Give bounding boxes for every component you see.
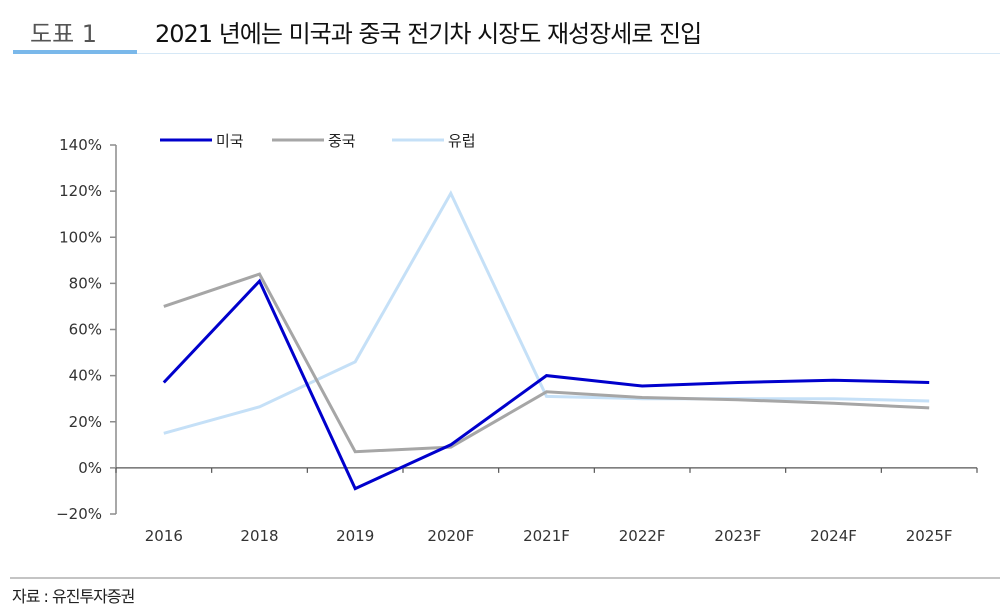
y-tick-label: 0% (78, 459, 102, 477)
chart-title: 2021 년에는 미국과 중국 전기차 시장도 재성장세로 진입 (155, 20, 702, 48)
x-tick-label: 2022F (619, 527, 666, 545)
y-tick-label: 40% (69, 367, 102, 385)
y-tick-label: 20% (69, 413, 102, 431)
y-tick-label: 120% (59, 182, 102, 200)
x-tick-label: 2018 (240, 527, 278, 545)
y-axis: −20% 0% 20% 40% 60% 80% 100% 120% 140% (56, 136, 117, 523)
y-tick-label: −20% (56, 505, 102, 523)
x-tick-label: 2024F (810, 527, 857, 545)
legend-label: 미국 (216, 132, 244, 150)
series-line-유럽 (163, 190, 930, 435)
series-line-중국 (163, 272, 930, 454)
title-divider (137, 53, 1000, 54)
series-line-미국 (162, 278, 930, 491)
legend-label: 유럽 (448, 132, 476, 150)
figure-header: 도표 1 2021 년에는 미국과 중국 전기차 시장도 재성장세로 진입 (0, 0, 1000, 60)
legend-label: 중국 (328, 132, 356, 150)
figure-label: 도표 1 (30, 20, 98, 48)
x-tick-label: 2019 (336, 527, 374, 545)
y-tick-label: 140% (59, 136, 102, 154)
x-tick-label: 2023F (714, 527, 761, 545)
title-accent-bar (13, 50, 137, 54)
x-tick-label: 2021F (523, 527, 570, 545)
source-note: 자료 : 유진투자증권 (12, 587, 135, 606)
x-tick-label: 2020F (427, 527, 474, 545)
series-lines (162, 190, 930, 491)
x-axis: 2016 2018 2019 2020F 2021F 2022F 2023F 2024F 202… (115, 467, 978, 545)
y-tick-label: 60% (69, 321, 102, 339)
x-tick-label: 2025F (906, 527, 953, 545)
x-tick-label: 2016 (145, 527, 183, 545)
y-tick-label: 100% (59, 228, 102, 246)
footer-divider (10, 577, 1000, 579)
chart-legend: 미국 중국 유럽 (160, 132, 476, 150)
y-tick-label: 80% (69, 274, 102, 292)
